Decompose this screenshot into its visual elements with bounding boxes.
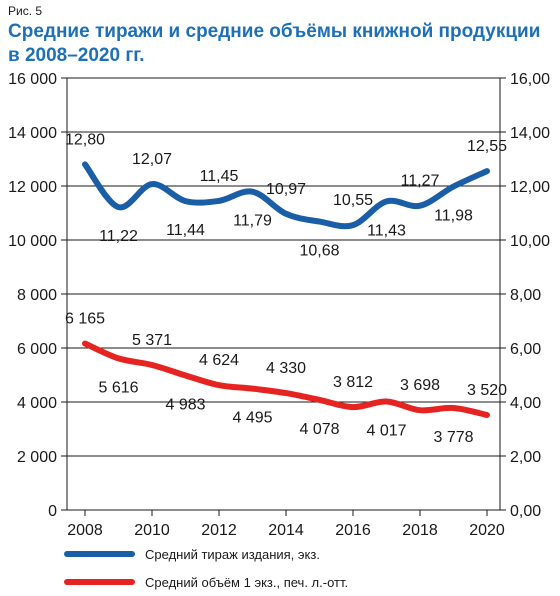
y-left-tick-label: 8 000 [17, 287, 57, 304]
x-tick-label: 2014 [268, 522, 304, 539]
data-label: 4 078 [299, 421, 339, 438]
y-left-tick-label: 16 000 [8, 71, 57, 88]
data-label: 10,68 [299, 243, 339, 260]
data-label: 12,07 [132, 151, 172, 168]
data-label: 3 812 [333, 374, 373, 391]
data-label: 5 371 [132, 332, 172, 349]
y-right-tick-label: 2,00 [510, 449, 541, 466]
x-tick-label: 2020 [469, 522, 505, 539]
x-tick-label: 2016 [335, 522, 371, 539]
chart-title: Средние тиражи и средние объёмы книжной … [8, 21, 541, 66]
data-label: 10,55 [333, 192, 373, 209]
data-label: 11,22 [99, 228, 138, 245]
x-tick-label: 2018 [402, 522, 438, 539]
y-left-tick-label: 6 000 [17, 341, 57, 358]
data-label: 4 624 [199, 352, 239, 369]
data-label: 4 330 [266, 360, 306, 377]
y-right-tick-label: 16,00 [510, 71, 550, 88]
data-label: 12,55 [467, 138, 507, 155]
data-label: 4 495 [232, 410, 272, 427]
data-label: 11,43 [367, 222, 406, 239]
x-tick-label: 2010 [134, 522, 170, 539]
y-axis-left-ticks: 0 2 000 4 000 6 000 8 000 10 000 12 000 14 000 1… [8, 71, 67, 520]
y-left-tick-label: 2 000 [17, 449, 57, 466]
y-right-tick-label: 8,00 [510, 287, 541, 304]
series-line-circulation [82, 161, 490, 230]
y-left-tick-label: 12 000 [8, 179, 57, 196]
y-right-tick-label: 6,00 [510, 341, 541, 358]
data-labels: 12,80 11,22 12,07 11,44 11,45 11,79 10,97 10,68… [65, 131, 507, 446]
x-axis-ticks: 2008 2010 2012 2014 2016 2018 2020 [67, 510, 505, 539]
y-left-tick-label: 0 [48, 503, 57, 520]
y-right-tick-label: 10,00 [510, 233, 550, 250]
y-left-tick-label: 4 000 [17, 395, 57, 412]
grid-lines [67, 77, 500, 457]
data-label: 11,79 [233, 213, 272, 230]
legend-label: Средний объём 1 экз., печ. л.-отт. [145, 575, 348, 590]
legend: Средний тираж издания, экз. Средний объём… [64, 547, 348, 590]
y-right-tick-label: 0,00 [510, 503, 541, 520]
y-right-tick-label: 14,00 [510, 125, 550, 142]
y-axis-right-ticks: 0,00 2,00 4,00 6,00 8,00 10,00 12,00 14,00 16,00 [500, 71, 550, 520]
data-label: 6 165 [65, 311, 105, 328]
x-tick-label: 2012 [201, 522, 237, 539]
data-label: 12,80 [65, 131, 105, 148]
data-label: 11,44 [166, 222, 205, 239]
data-label: 10,97 [266, 181, 306, 198]
data-label: 11,45 [200, 168, 239, 185]
data-label: 5 616 [98, 379, 138, 396]
data-label: 11,98 [434, 208, 473, 225]
data-label: 3 520 [467, 382, 507, 399]
legend-label: Средний тираж издания, экз. [145, 547, 320, 562]
y-left-tick-label: 10 000 [8, 233, 57, 250]
data-label: 4 983 [165, 396, 205, 413]
data-label: 3 778 [433, 429, 473, 446]
y-right-tick-label: 4,00 [510, 395, 541, 412]
series-lines [82, 161, 490, 418]
data-label: 4 017 [366, 423, 406, 440]
series-line-volume [82, 340, 490, 418]
data-label: 3 698 [400, 377, 440, 394]
x-tick-label: 2008 [67, 522, 103, 539]
data-label: 11,27 [401, 173, 440, 190]
y-left-tick-label: 14 000 [8, 125, 57, 142]
figure-label: Рис. 5 [8, 4, 43, 18]
y-right-tick-label: 12,00 [510, 179, 550, 196]
